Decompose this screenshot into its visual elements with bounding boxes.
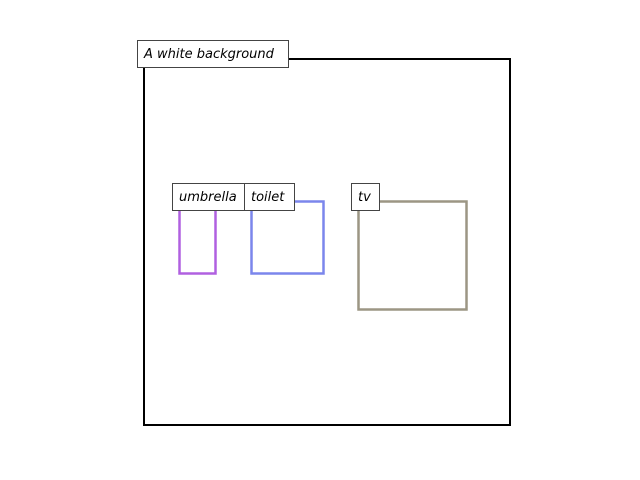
caption-label: A white background (137, 40, 289, 68)
scene-frame (143, 58, 511, 426)
umbrella-box (178, 200, 217, 275)
toilet-object: toilet (244, 183, 325, 275)
tv-object: tv (351, 183, 468, 311)
toilet-label-box (244, 183, 295, 211)
caption-label-box (137, 40, 289, 68)
umbrella-label: umbrella (179, 190, 237, 205)
tv-label: tv (358, 190, 371, 205)
tv-box (357, 200, 468, 311)
umbrella-label-box (172, 183, 249, 211)
tv-label-box (351, 183, 380, 211)
toilet-label: toilet (251, 190, 285, 205)
umbrella-object: umbrella (172, 183, 249, 275)
caption-text: A white background (143, 47, 275, 62)
toilet-box (250, 200, 325, 275)
